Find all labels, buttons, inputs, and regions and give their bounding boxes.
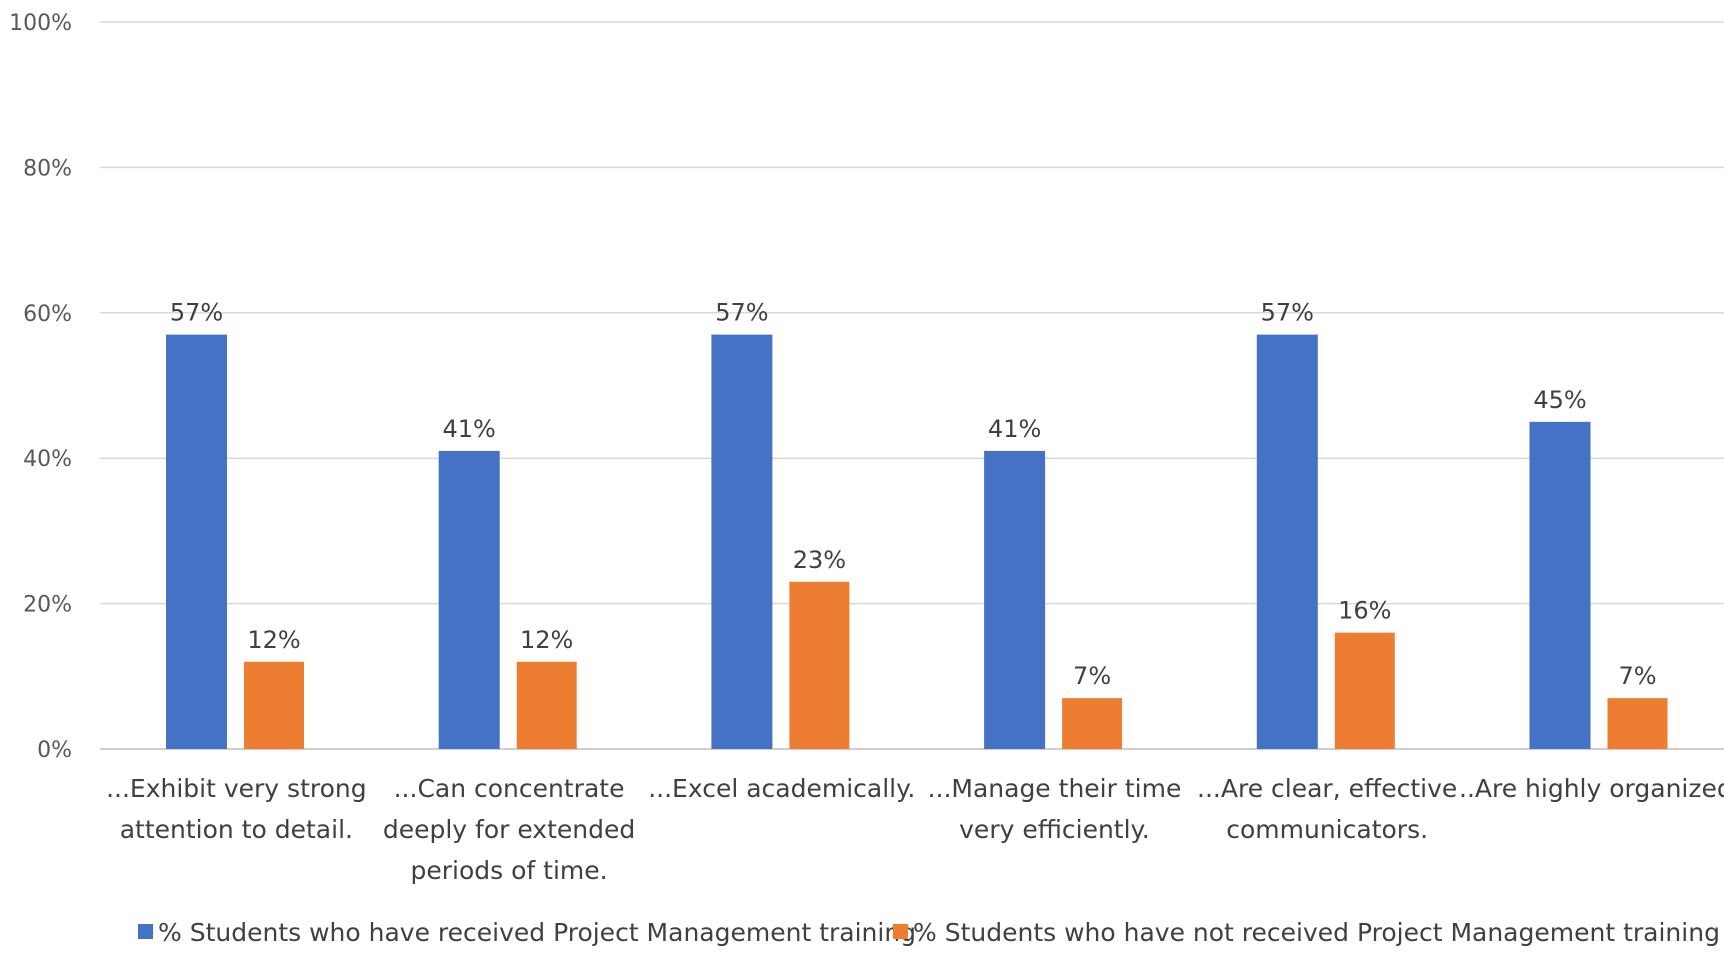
data-label: 41% bbox=[443, 415, 496, 443]
x-axis-category-labels: ...Exhibit very strong attention to detai… bbox=[106, 774, 1724, 885]
y-tick-label: 0% bbox=[37, 738, 72, 763]
y-tick-label: 20% bbox=[23, 593, 72, 618]
data-label: 7% bbox=[1618, 662, 1656, 690]
bar-not-trained bbox=[244, 661, 304, 749]
category-label: ...Can concentrate deeply for extended per… bbox=[383, 774, 635, 885]
bar-not-trained bbox=[516, 661, 577, 749]
bars bbox=[166, 334, 1668, 749]
data-label: 57% bbox=[1261, 299, 1314, 327]
bar-trained bbox=[1529, 421, 1591, 749]
y-tick-label: 100% bbox=[9, 11, 72, 36]
gridlines bbox=[100, 21, 1724, 750]
legend-swatch bbox=[138, 924, 153, 939]
category-label: ...Exhibit very strong attention to detai… bbox=[106, 774, 367, 844]
bar-trained bbox=[438, 450, 500, 749]
data-label: 57% bbox=[170, 299, 223, 327]
legend-swatch bbox=[893, 924, 908, 939]
y-tick-label: 40% bbox=[23, 447, 72, 472]
legend-label: % Students who have not received Project… bbox=[913, 918, 1720, 947]
bar-not-trained bbox=[789, 581, 850, 749]
bar-trained bbox=[166, 334, 227, 749]
y-tick-label: 80% bbox=[23, 156, 72, 181]
category-label: ...Are clear, effective communicators. bbox=[1197, 774, 1457, 844]
category-label: ...Manage their time very efficiently. bbox=[928, 774, 1182, 844]
data-label: 7% bbox=[1073, 662, 1111, 690]
data-label: 12% bbox=[520, 626, 573, 654]
data-labels: 57% 41% 57% 41% 57% 45% 12% 12% 23% 7% 16% 7% bbox=[170, 299, 1657, 691]
category-label: ..Are highly organized. bbox=[1459, 774, 1724, 803]
data-label: 16% bbox=[1338, 597, 1391, 625]
legend-label: % Students who have received Project Man… bbox=[158, 918, 916, 947]
legend: % Students who have received Project Man… bbox=[138, 918, 1720, 947]
data-label: 45% bbox=[1533, 386, 1586, 414]
y-tick-label: 60% bbox=[23, 302, 72, 327]
bar-not-trained bbox=[1334, 632, 1395, 749]
y-axis-tick-labels: 0% 20% 40% 60% 80% 100% bbox=[9, 11, 72, 763]
data-label: 41% bbox=[988, 415, 1041, 443]
bar-not-trained bbox=[1062, 698, 1123, 749]
data-label: 23% bbox=[793, 546, 846, 574]
bar-trained bbox=[711, 334, 773, 749]
bar-not-trained bbox=[1607, 698, 1668, 749]
bar-trained bbox=[984, 450, 1046, 749]
bar-trained bbox=[1256, 334, 1318, 749]
data-label: 57% bbox=[715, 299, 768, 327]
data-label: 12% bbox=[247, 626, 300, 654]
category-label: ...Excel academically. bbox=[648, 774, 915, 803]
